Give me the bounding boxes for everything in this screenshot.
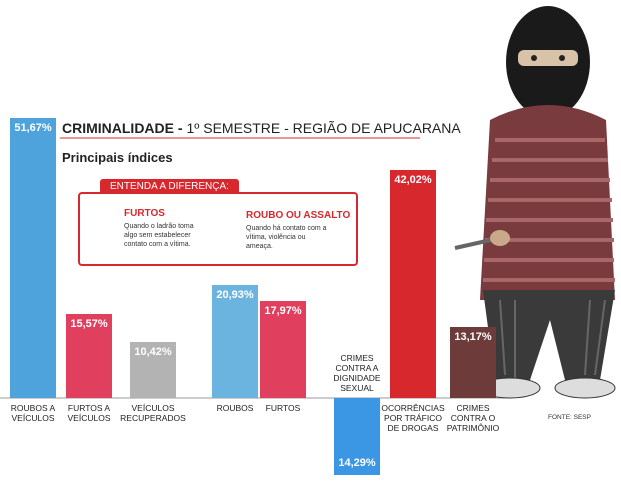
bar bbox=[10, 118, 56, 398]
value-label: 51,67% bbox=[14, 122, 52, 134]
category-label: VEÍCULOS RECUPERADOS bbox=[120, 403, 186, 423]
value-label: 15,57% bbox=[70, 317, 108, 330]
category-label: ROUBOS bbox=[216, 403, 254, 413]
value-label: 42,02% bbox=[394, 174, 432, 187]
bar bbox=[334, 398, 380, 476]
explainer-title: FURTOS bbox=[124, 208, 165, 219]
value-label: 10,42% bbox=[134, 345, 172, 358]
value-label: 14,29% bbox=[338, 457, 376, 470]
category-label: OCORRÊNCIAS POR TRÁFICO DE DROGAS bbox=[381, 403, 445, 433]
value-label: 13,17% bbox=[454, 330, 492, 343]
bar bbox=[390, 170, 436, 398]
category-label: CRIMES CONTRA O PATRIMÔNIO bbox=[446, 403, 500, 433]
explainer-text: Quando o ladrão toma algo sem estabelece… bbox=[124, 223, 194, 248]
source-note: FONTE: SESP bbox=[548, 414, 591, 421]
thief-figure bbox=[454, 6, 616, 399]
value-label: 17,97% bbox=[264, 304, 302, 317]
chart-title: CRIMINALIDADE - 1º SEMESTRE - REGIÃO DE … bbox=[62, 120, 461, 136]
explainer-title: ROUBO OU ASSALTO bbox=[246, 210, 351, 221]
bar bbox=[130, 341, 176, 398]
bar bbox=[260, 300, 306, 398]
chart-subtitle: Principais índices bbox=[62, 150, 173, 165]
bar bbox=[450, 326, 496, 398]
explainer-text: Quando há contato com a vítima, violênci… bbox=[246, 225, 327, 250]
value-label: 20,93% bbox=[216, 288, 254, 301]
category-label: CRIMES CONTRA A DIGNIDADE SEXUAL bbox=[333, 353, 381, 393]
category-label: FURTOS bbox=[265, 403, 301, 413]
legend-heading: ENTENDA A DIFERENÇA: bbox=[100, 179, 239, 194]
category-label: ROUBOS A VEÍCULOS bbox=[10, 403, 56, 423]
bar bbox=[212, 284, 258, 398]
bar bbox=[66, 313, 112, 398]
category-label: FURTOS A VEÍCULOS bbox=[67, 403, 111, 423]
